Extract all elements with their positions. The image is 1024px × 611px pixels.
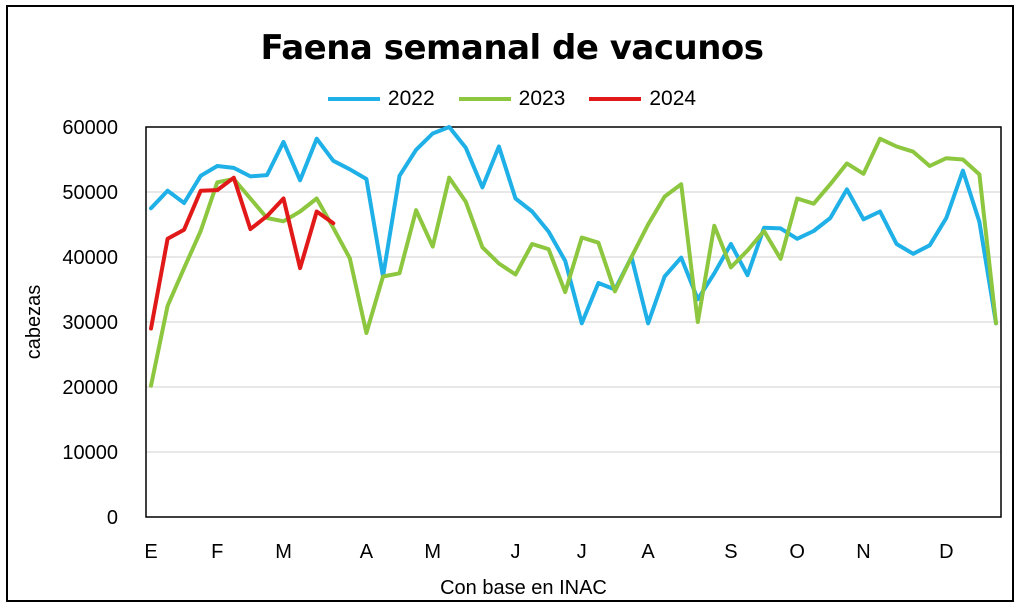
legend-swatch-2023	[458, 97, 511, 101]
y-axis-title: cabezas	[23, 285, 45, 360]
x-tick-label-month: F	[211, 541, 223, 563]
legend-label-2022: 2022	[387, 87, 435, 110]
x-tick-label-month: J	[577, 541, 587, 563]
series-line-2022	[149, 125, 998, 326]
x-tick-label-month: A	[641, 541, 655, 563]
x-tick-label-month: S	[724, 541, 737, 563]
y-tick-label: 0	[107, 507, 118, 529]
legend-swatch-2024	[589, 97, 642, 101]
y-tick-label: 20000	[62, 377, 118, 399]
legend-label-2024: 2024	[649, 87, 697, 110]
chart-frame	[6, 5, 1014, 602]
series-line-2024	[149, 175, 336, 331]
series-layer	[149, 125, 998, 388]
legend-item-2023: 2023	[458, 87, 566, 111]
y-tick-labels: 0 10000 20000 30000 40000 50000 60000	[62, 117, 118, 529]
y-tick-label: 40000	[62, 247, 118, 269]
x-tick-label-month: D	[939, 541, 953, 563]
series-line-2023	[149, 136, 998, 388]
x-tick-label-month: J	[511, 541, 521, 563]
y-tick-label: 10000	[62, 442, 118, 464]
x-tick-label-month: N	[856, 541, 870, 563]
y-tick-label: 60000	[62, 117, 118, 139]
x-tick-label-month: M	[275, 541, 292, 563]
legend-swatch-2022	[327, 97, 380, 101]
x-tick-label-month: M	[424, 541, 441, 563]
x-tick-label-month: A	[360, 541, 374, 563]
x-axis-title: Con base en INAC	[440, 577, 607, 599]
chart-title: Faena semanal de vacunos	[260, 28, 764, 68]
legend-label-2023: 2023	[518, 87, 566, 110]
x-tick-label-month: O	[789, 541, 805, 563]
legend-item-2022: 2022	[327, 87, 435, 111]
y-tick-label: 50000	[62, 182, 118, 204]
legend-item-2024: 2024	[589, 87, 696, 111]
plot-area-border	[145, 126, 1002, 518]
y-tick-label: 30000	[62, 312, 118, 334]
chart-legend: 2022 2023 2024	[0, 86, 1024, 112]
x-tick-label-month: E	[144, 541, 157, 563]
